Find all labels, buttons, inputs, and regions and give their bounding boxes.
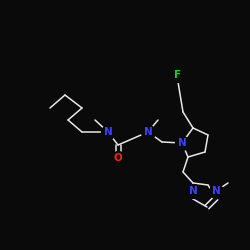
Text: N: N [189,186,198,196]
Text: N: N [212,186,220,196]
Text: N: N [144,127,152,137]
Text: F: F [174,70,182,80]
Text: N: N [104,127,112,137]
Text: O: O [114,153,122,163]
Text: N: N [178,138,186,148]
